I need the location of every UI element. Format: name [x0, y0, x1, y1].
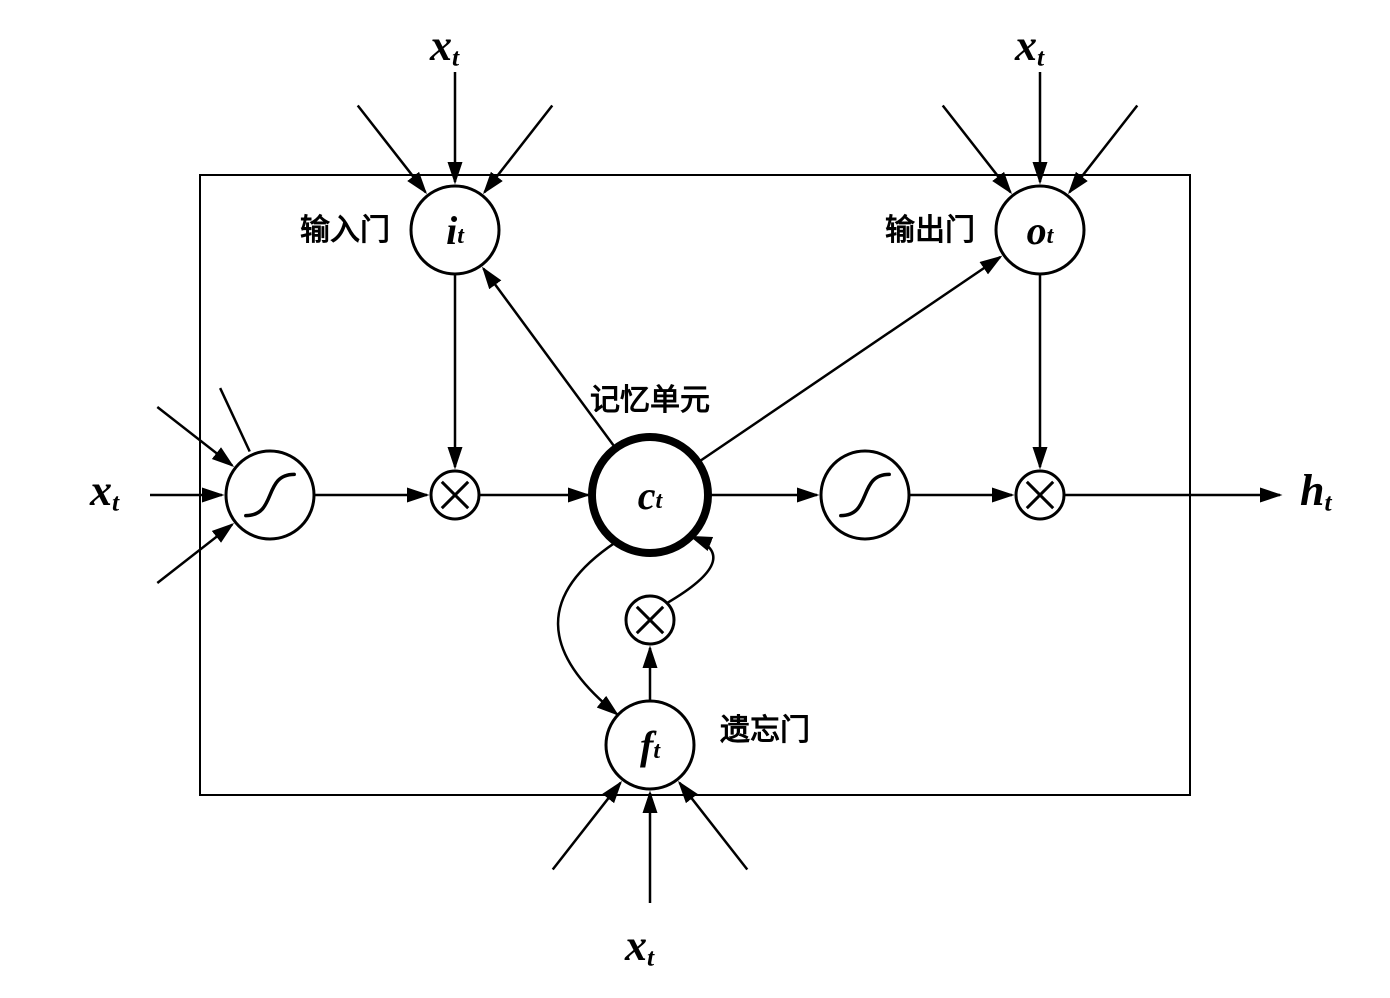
node-cell: ct — [592, 437, 708, 553]
node-mult_top — [431, 471, 479, 519]
fan-sigL-0 — [157, 525, 232, 583]
edge-cell-fgate — [558, 543, 617, 715]
fan-ogate-0 — [943, 105, 1011, 192]
node-sigmoid_right — [821, 451, 909, 539]
fan-igate-0 — [358, 105, 426, 192]
memory-label: 记忆单元 — [590, 384, 710, 417]
fan-ogate-2 — [1070, 105, 1138, 192]
lstm-diagram: ct it ot ft xt xt xt xt ht 输入门 输出门记忆单元遗忘门 — [0, 0, 1390, 998]
output-gate-label: 输出门 — [885, 214, 975, 247]
edge-cell-igate — [483, 269, 615, 449]
nodes-group: ct it ot ft — [226, 186, 1084, 789]
edge-cell-ogate — [698, 257, 1000, 462]
node-output_gate: ot — [996, 186, 1084, 274]
label-xt-top-o: xt — [1014, 21, 1045, 72]
node-mult_forget — [626, 596, 674, 644]
fan-igate-2 — [485, 105, 553, 192]
label-xt-left: xt — [89, 466, 120, 517]
node-input_gate: it — [411, 186, 499, 274]
node-mult_out — [1016, 471, 1064, 519]
fan-sigL-1 — [157, 407, 232, 465]
label-xt-bottom: xt — [624, 921, 655, 972]
node-forget_gate: ft — [606, 701, 694, 789]
label-xt-top-i: xt — [429, 21, 460, 72]
input-gate-label: 输入门 — [300, 214, 390, 247]
forget-gate-label: 遗忘门 — [720, 713, 810, 747]
edges-group — [150, 72, 1280, 903]
node-sigmoid_left — [226, 451, 314, 539]
label-ht-right: ht — [1300, 466, 1332, 517]
fan-sigL-stub — [220, 388, 250, 451]
